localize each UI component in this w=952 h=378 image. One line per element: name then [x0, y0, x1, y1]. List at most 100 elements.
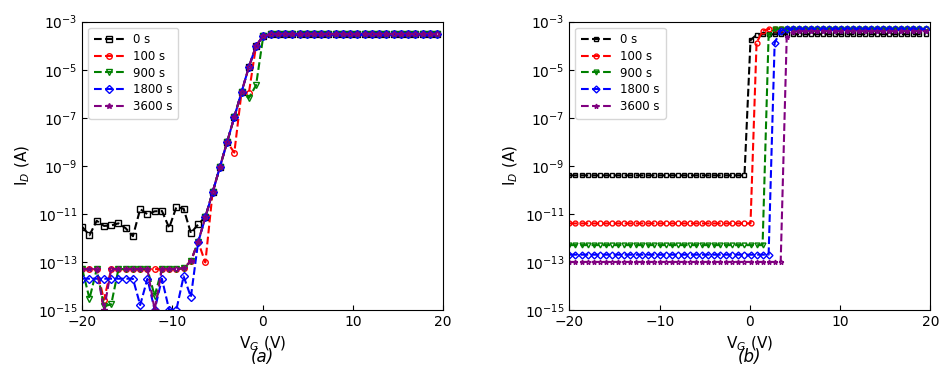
900 s [402, 32, 413, 37]
1800 s [315, 32, 327, 37]
0 s [337, 32, 348, 37]
3600 s [344, 32, 355, 37]
1800 s [163, 308, 174, 312]
0 s [301, 32, 312, 37]
0 s [678, 173, 689, 178]
0 s [207, 190, 218, 195]
100 s [134, 267, 146, 271]
1800 s [351, 32, 363, 37]
1800 s [402, 32, 413, 37]
1800 s [624, 253, 635, 257]
1800 s [684, 253, 695, 257]
100 s [90, 267, 102, 271]
0 s [106, 223, 117, 228]
100 s [301, 32, 312, 37]
0 s [235, 90, 247, 94]
900 s [214, 165, 226, 169]
900 s [257, 34, 268, 38]
900 s [156, 267, 168, 271]
3600 s [127, 267, 138, 271]
3600 s [134, 267, 146, 271]
0 s [221, 140, 232, 144]
0 s [654, 173, 665, 178]
0 s [271, 32, 283, 37]
1800 s [859, 27, 870, 31]
1800 s [214, 165, 226, 169]
0 s [307, 32, 319, 37]
1800 s [416, 32, 427, 37]
900 s [624, 243, 635, 247]
3600 s [665, 260, 677, 264]
1800 s [112, 276, 124, 281]
1800 s [786, 27, 798, 31]
3600 s [207, 190, 218, 195]
0 s [149, 209, 160, 214]
3600 s [307, 32, 319, 37]
1800 s [127, 276, 138, 281]
1800 s [424, 32, 435, 37]
900 s [112, 267, 124, 271]
1800 s [387, 32, 399, 37]
900 s [271, 32, 283, 37]
3600 s [243, 65, 254, 70]
1800 s [120, 276, 131, 281]
0 s [156, 209, 168, 213]
100 s [149, 267, 160, 271]
900 s [846, 27, 858, 31]
3600 s [199, 215, 210, 220]
100 s [841, 27, 852, 31]
1800 s [235, 90, 247, 94]
900 s [654, 243, 665, 247]
3600 s [221, 140, 232, 144]
1800 s [373, 32, 385, 37]
100 s [243, 91, 254, 96]
0 s [134, 207, 146, 211]
1800 s [84, 276, 95, 281]
100 s [307, 32, 319, 37]
3600 s [112, 267, 124, 271]
3600 s [416, 32, 427, 37]
1800 s [301, 32, 312, 37]
0 s [919, 32, 930, 37]
Line: 900 s: 900 s [566, 26, 927, 248]
3600 s [351, 32, 363, 37]
0 s [90, 218, 102, 223]
3600 s [402, 32, 413, 37]
Legend: 0 s, 100 s, 900 s, 1800 s, 3600 s: 0 s, 100 s, 900 s, 1800 s, 3600 s [575, 28, 664, 119]
3600 s [919, 29, 930, 34]
100 s [387, 32, 399, 37]
0 s [120, 226, 131, 231]
100 s [271, 32, 283, 37]
1800 s [293, 32, 305, 37]
Text: (a): (a) [250, 348, 274, 366]
3600 s [287, 32, 298, 37]
900 s [395, 32, 407, 37]
0 s [409, 32, 421, 37]
1800 s [431, 32, 443, 37]
3600 s [90, 267, 102, 271]
900 s [786, 27, 798, 31]
3600 s [366, 32, 377, 37]
3600 s [564, 260, 575, 264]
3600 s [684, 260, 695, 264]
900 s [287, 32, 298, 37]
1800 s [564, 253, 575, 257]
900 s [76, 267, 88, 271]
900 s [684, 243, 695, 247]
900 s [199, 215, 210, 220]
0 s [786, 32, 798, 37]
1800 s [243, 65, 254, 70]
1800 s [344, 32, 355, 37]
0 s [684, 173, 695, 178]
100 s [624, 221, 635, 226]
0 s [424, 32, 435, 37]
1800 s [221, 140, 232, 144]
100 s [359, 32, 370, 37]
0 s [564, 173, 575, 178]
Line: 0 s: 0 s [566, 32, 927, 178]
1800 s [380, 32, 391, 37]
0 s [178, 206, 189, 211]
900 s [192, 240, 204, 244]
1800 s [106, 276, 117, 281]
3600 s [163, 267, 174, 271]
